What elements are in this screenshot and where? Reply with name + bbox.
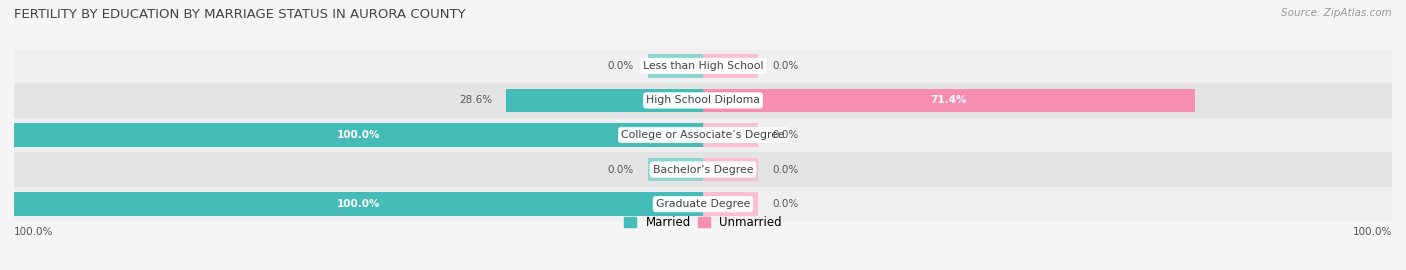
Text: 0.0%: 0.0% [772,199,799,209]
Text: Source: ZipAtlas.com: Source: ZipAtlas.com [1281,8,1392,18]
Bar [703,192,758,216]
Legend: Married, Unmarried: Married, Unmarried [624,216,782,229]
Text: High School Diploma: High School Diploma [647,95,759,106]
Bar [703,89,1195,112]
Text: College or Associate’s Degree: College or Associate’s Degree [621,130,785,140]
Text: 100.0%: 100.0% [14,227,53,237]
Text: Bachelor’s Degree: Bachelor’s Degree [652,164,754,175]
Bar [506,89,703,112]
Text: 0.0%: 0.0% [772,130,799,140]
Text: 0.0%: 0.0% [607,164,634,175]
Bar [14,152,1392,187]
Text: 0.0%: 0.0% [772,164,799,175]
Bar [14,123,703,147]
Text: FERTILITY BY EDUCATION BY MARRIAGE STATUS IN AURORA COUNTY: FERTILITY BY EDUCATION BY MARRIAGE STATU… [14,8,465,21]
Text: 100.0%: 100.0% [337,130,380,140]
Bar [14,187,1392,221]
Bar [703,54,758,78]
Bar [648,158,703,181]
Bar [648,54,703,78]
Text: 100.0%: 100.0% [337,199,380,209]
Text: Less than High School: Less than High School [643,61,763,71]
Bar [14,49,1392,83]
Text: 71.4%: 71.4% [931,95,967,106]
Bar [14,118,1392,152]
Bar [14,83,1392,118]
Text: 100.0%: 100.0% [1353,227,1392,237]
Text: 0.0%: 0.0% [607,61,634,71]
Text: 0.0%: 0.0% [772,61,799,71]
Text: Graduate Degree: Graduate Degree [655,199,751,209]
Bar [703,123,758,147]
Bar [703,158,758,181]
Text: 28.6%: 28.6% [460,95,492,106]
Bar [14,192,703,216]
